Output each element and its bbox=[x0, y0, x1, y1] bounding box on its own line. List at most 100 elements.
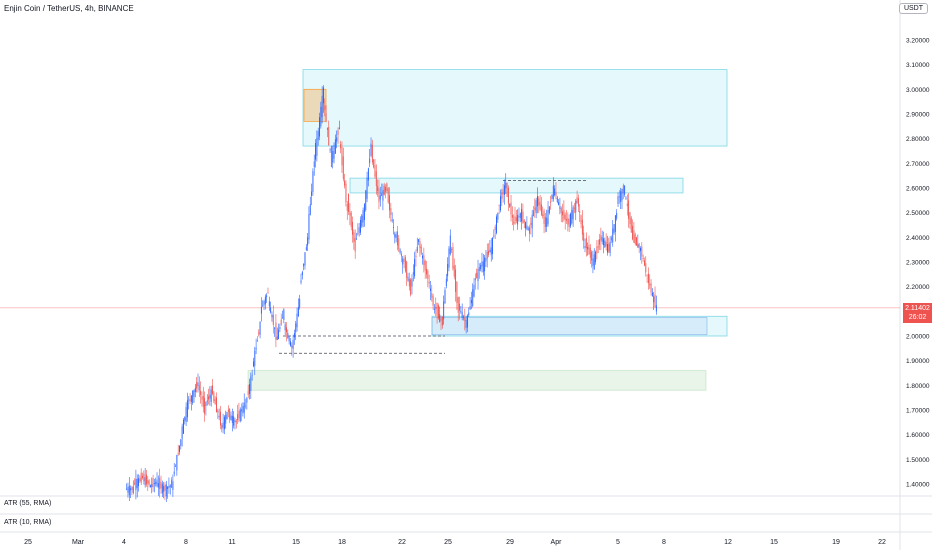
candle-body bbox=[181, 426, 183, 439]
candle-body bbox=[217, 410, 219, 413]
candle-body bbox=[301, 271, 303, 276]
candle-body bbox=[535, 200, 537, 214]
candle-body bbox=[164, 484, 166, 491]
candle-body bbox=[270, 307, 272, 313]
candle-body bbox=[400, 253, 402, 257]
candle-body bbox=[167, 486, 169, 489]
candle-body bbox=[638, 244, 640, 249]
candle-body bbox=[653, 296, 655, 303]
y-tick-label: 2.00000 bbox=[906, 334, 930, 341]
candle-body bbox=[132, 486, 134, 493]
x-tick-label: 15 bbox=[292, 539, 300, 546]
candle-body bbox=[597, 245, 599, 248]
candle-body bbox=[647, 273, 649, 284]
candle-body bbox=[523, 220, 525, 223]
candle-body bbox=[274, 327, 276, 329]
candle-body bbox=[340, 144, 342, 149]
candle-body bbox=[519, 213, 521, 218]
candle-body bbox=[526, 225, 528, 229]
candle-body bbox=[276, 336, 278, 340]
candle-body bbox=[600, 235, 602, 241]
candle-body bbox=[312, 171, 314, 193]
candle-body bbox=[440, 318, 442, 321]
candle-body bbox=[221, 424, 223, 429]
candle-body bbox=[315, 142, 317, 160]
candle-body bbox=[576, 197, 578, 204]
candle-body bbox=[126, 488, 128, 490]
candle-body bbox=[200, 390, 202, 395]
candle-body bbox=[350, 212, 352, 227]
candle-body bbox=[204, 397, 206, 414]
candle-body bbox=[263, 301, 265, 306]
candle-body bbox=[245, 405, 247, 407]
candle-body bbox=[173, 471, 175, 475]
candle-body bbox=[311, 191, 313, 196]
candle-body bbox=[610, 237, 612, 241]
candle-body bbox=[325, 113, 327, 122]
candle-body bbox=[180, 439, 182, 446]
candle-body bbox=[614, 215, 616, 232]
candle-body bbox=[579, 211, 581, 213]
candle-body bbox=[391, 219, 393, 222]
candle-body bbox=[296, 313, 298, 328]
candle-body bbox=[403, 259, 405, 262]
candle-body bbox=[260, 306, 262, 314]
candle-body bbox=[621, 189, 623, 201]
candle-body bbox=[612, 228, 614, 243]
candle-body bbox=[338, 127, 340, 130]
candle-body bbox=[309, 204, 311, 215]
candle-body bbox=[465, 320, 467, 329]
candle-body bbox=[354, 237, 356, 252]
candle-body bbox=[275, 322, 277, 340]
candle-body bbox=[448, 248, 450, 268]
candle-body bbox=[235, 421, 237, 423]
candle-body bbox=[283, 309, 285, 321]
candle-body bbox=[589, 247, 591, 258]
candle-body bbox=[622, 185, 624, 194]
candle-body bbox=[371, 144, 373, 163]
candle-body bbox=[496, 216, 497, 233]
chart-title: Enjin Coin / TetherUS, 4h, BINANCE bbox=[4, 4, 134, 13]
candle-body bbox=[507, 187, 509, 204]
candle-body bbox=[498, 204, 500, 206]
candle-body bbox=[584, 246, 586, 249]
candle-body bbox=[177, 453, 179, 455]
zone-orange bbox=[303, 88, 327, 122]
candle-body bbox=[629, 212, 631, 224]
candle-body bbox=[394, 233, 396, 238]
candle-body bbox=[559, 206, 561, 210]
candle-body bbox=[299, 298, 301, 308]
candle-body bbox=[552, 185, 554, 199]
candle-body bbox=[603, 238, 604, 246]
currency-badge[interactable]: USDT bbox=[898, 3, 928, 14]
candle-body bbox=[607, 244, 608, 253]
candle-body bbox=[370, 143, 372, 156]
x-tick-label: 25 bbox=[444, 539, 452, 546]
candle-body bbox=[358, 227, 360, 233]
candle-body bbox=[649, 283, 651, 286]
candle-body bbox=[182, 419, 184, 434]
candle-body bbox=[156, 479, 158, 487]
candle-body bbox=[555, 191, 557, 197]
candle-body bbox=[379, 195, 381, 200]
zone-blue-inner bbox=[431, 317, 708, 336]
candle-body bbox=[223, 416, 225, 430]
candle-body bbox=[287, 332, 289, 338]
candle-body bbox=[585, 237, 587, 248]
candle-body bbox=[344, 180, 346, 186]
y-tick-label: 2.40000 bbox=[906, 235, 930, 242]
candle-body bbox=[599, 239, 601, 245]
candle-body bbox=[151, 484, 153, 487]
candle-body bbox=[464, 317, 466, 321]
candle-body bbox=[428, 281, 430, 284]
candle-body bbox=[573, 207, 575, 209]
candle-body bbox=[587, 246, 589, 250]
zone-blue bbox=[349, 177, 684, 194]
y-tick-label: 1.60000 bbox=[906, 432, 930, 439]
y-tick-label: 1.50000 bbox=[906, 457, 930, 464]
candle-body bbox=[246, 398, 248, 403]
y-tick-label: 2.90000 bbox=[906, 112, 930, 119]
candle-body bbox=[241, 409, 243, 412]
candle-body bbox=[655, 305, 657, 312]
